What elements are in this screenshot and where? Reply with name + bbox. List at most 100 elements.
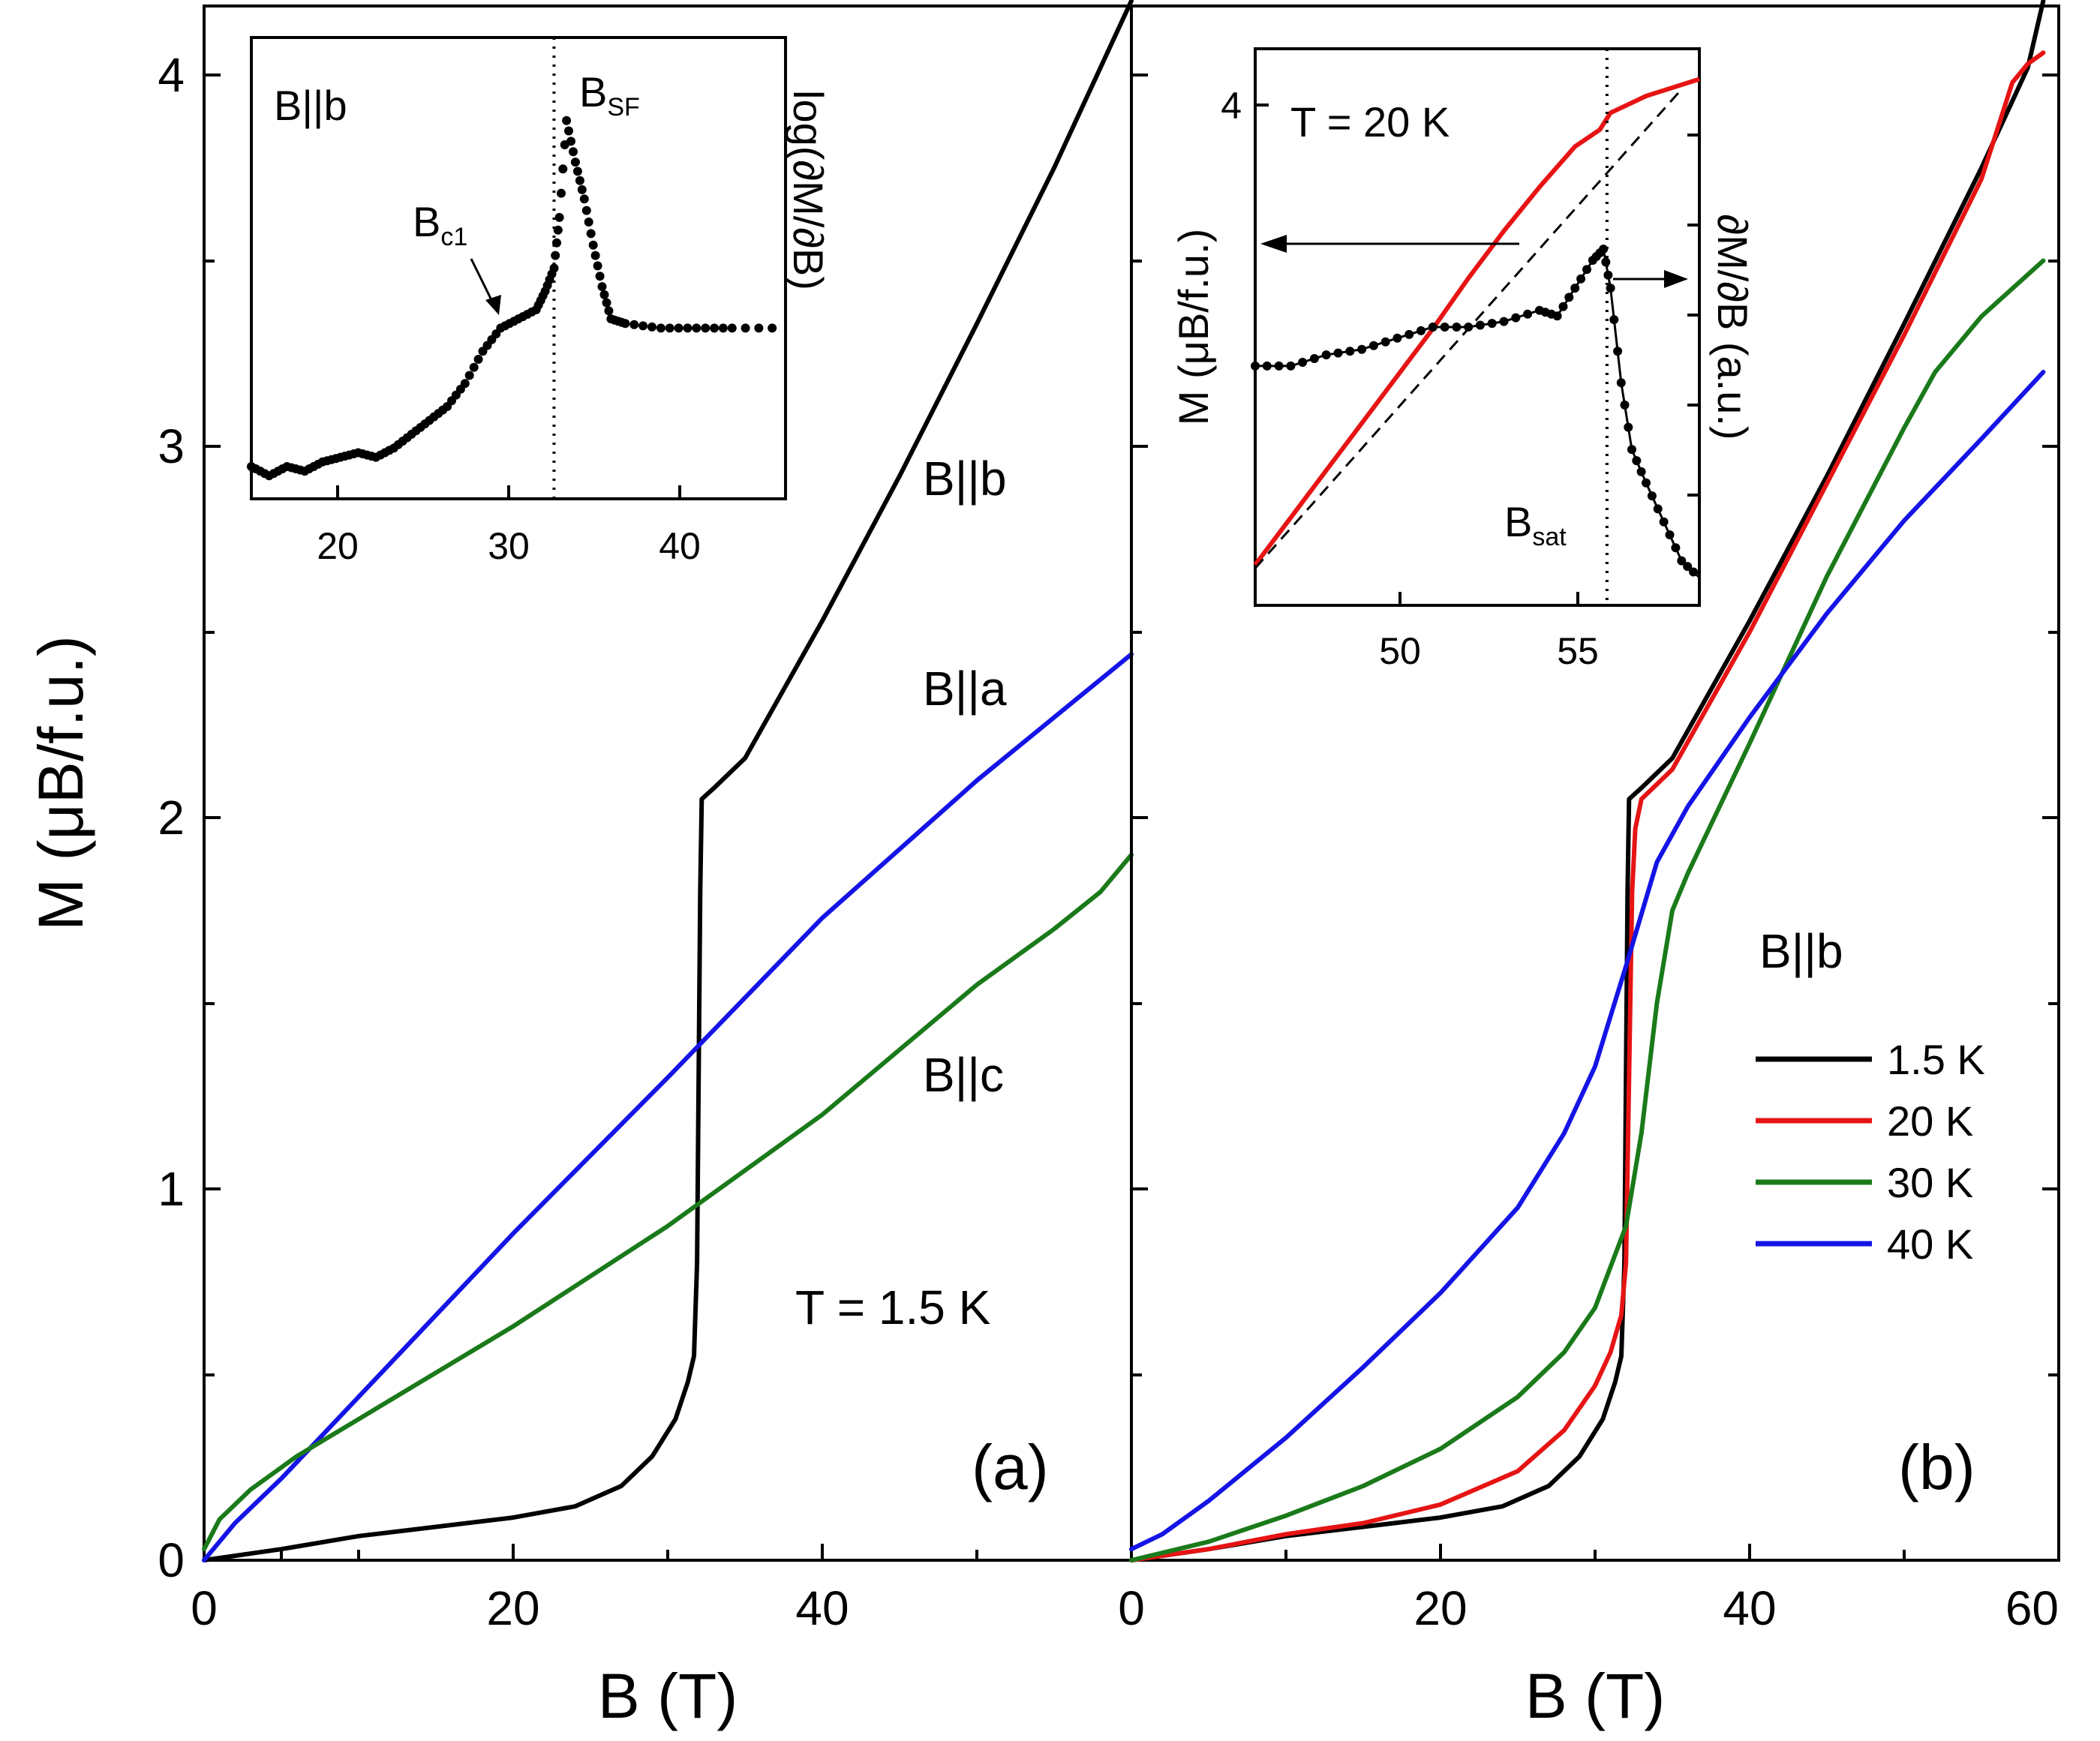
x-tick-label: 0 [191,1581,218,1635]
data-point [564,126,573,136]
panel-b: 0 20 40 60 B (T) B||b 1.5 K 20 K 30 K 40… [1118,0,2060,1731]
panel-b-frame [1130,5,2060,1562]
data-point [558,164,568,174]
x-tick-label: 60 [2005,1581,2059,1635]
panel-a-x-tick-labels: 0 20 40 [191,1581,849,1635]
data-point [581,206,591,215]
panel-a-y-ticks [204,74,221,1562]
panel-a-x-axis-title: B (T) [598,1661,738,1731]
inset-b-left-axis-title: M (μB/f.u.) [1170,229,1217,426]
data-point [1677,556,1687,566]
data-point [569,147,578,157]
data-point [647,322,656,332]
inset-b-title: T = 20 K [1290,98,1450,146]
panel-a-y-tick-labels: 0 1 2 3 4 [158,48,185,1587]
inset-x-tick-label: 55 [1557,630,1599,672]
data-point [1689,567,1699,577]
inset-a-frame [250,36,787,500]
series-label-b-parallel-c: B||c [923,1048,1004,1102]
data-point [701,323,711,333]
data-point [1333,348,1343,358]
panel-b-x-axis-title: B (T) [1525,1661,1666,1731]
data-point [1286,361,1296,371]
legend-label-30k: 30 K [1887,1159,1973,1206]
data-point [595,272,605,281]
series-line-20-k [1129,50,2046,1562]
x-tick-label: 40 [1723,1581,1776,1635]
inset-b-frame [1254,47,1701,607]
data-point [1357,344,1367,354]
left-axis-arrowhead [1260,235,1287,253]
data-point [754,323,764,333]
panel-b-inset: 50 55 4 T = 20 K M (μB/f.u.) ∂M/∂B (a.u.… [1170,47,1756,672]
data-point [1298,358,1308,367]
panel-a-plot-area [202,0,1134,1562]
series-line-30-k [1129,258,2046,1562]
data-point [656,323,665,333]
data-point [1345,347,1355,356]
data-point [1464,323,1474,332]
legend-label-20k: 20 K [1887,1097,1973,1145]
data-point [629,320,639,329]
series-line-b-a [202,652,1134,1562]
data-point [464,371,474,380]
data-point [549,263,559,273]
y-tick-label: 0 [158,1533,185,1587]
series-line-b-c [202,852,1134,1552]
inset-x-tick-label: 50 [1379,630,1421,672]
data-point [1632,456,1642,466]
y-tick-label: 1 [158,1162,185,1216]
data-point [1642,478,1651,488]
legend-title: B||b [1759,924,1843,978]
data-point [1582,265,1591,275]
data-point [741,323,750,333]
y-tick-label: 3 [158,419,185,473]
data-point [1523,309,1533,319]
inset-x-tick-label: 30 [488,525,530,567]
data-point [1440,323,1450,332]
data-point [1475,320,1485,330]
legend: B||b 1.5 K 20 K 30 K 40 K [1756,924,1985,1268]
series-line-b-b [202,0,1134,1562]
data-point [460,379,470,389]
inset-b-plot-area [1251,49,1701,605]
legend-label-1-5k: 1.5 K [1887,1036,1985,1083]
panel-b-label: (b) [1898,1432,1975,1502]
inset-x-tick-label: 40 [659,525,701,567]
data-point [1613,347,1623,356]
data-point [590,251,600,260]
data-point [1552,311,1562,321]
data-point [570,158,580,167]
panel-a-inset: 20 30 40 B||b log(∂M/∂B) Bc1 BSF [247,36,832,567]
data-point [1620,400,1630,410]
inset-b-right-axis-title: ∂M/∂B (a.u.) [1709,214,1756,440]
data-point [604,306,614,316]
data-point [586,229,596,239]
data-point [562,116,572,125]
data-point [1599,245,1609,254]
inset-y-tick-label: 4 [1221,85,1242,127]
data-point [577,185,587,194]
data-point [710,323,720,333]
data-point [1428,323,1438,332]
series-line-40-k [1129,370,2046,1552]
data-point [1601,257,1611,267]
data-point [1251,361,1260,371]
marker-label-bc1: Bc1 [413,198,467,251]
data-point [1570,284,1580,293]
data-point [1576,274,1586,284]
inset-a-title: B||b [274,82,347,129]
panel-a-label: (a) [972,1432,1049,1502]
data-point [1653,504,1663,514]
data-point [727,323,737,333]
data-point [572,167,582,176]
series-label-b-parallel-a: B||a [923,662,1007,716]
data-point [718,323,728,333]
data-point [584,218,593,227]
x-tick-label: 0 [1118,1581,1145,1635]
data-point [683,323,692,333]
data-point [692,323,702,333]
data-point [599,290,609,299]
panel-a-x-ticks [203,1544,978,1560]
data-point [1659,517,1669,527]
